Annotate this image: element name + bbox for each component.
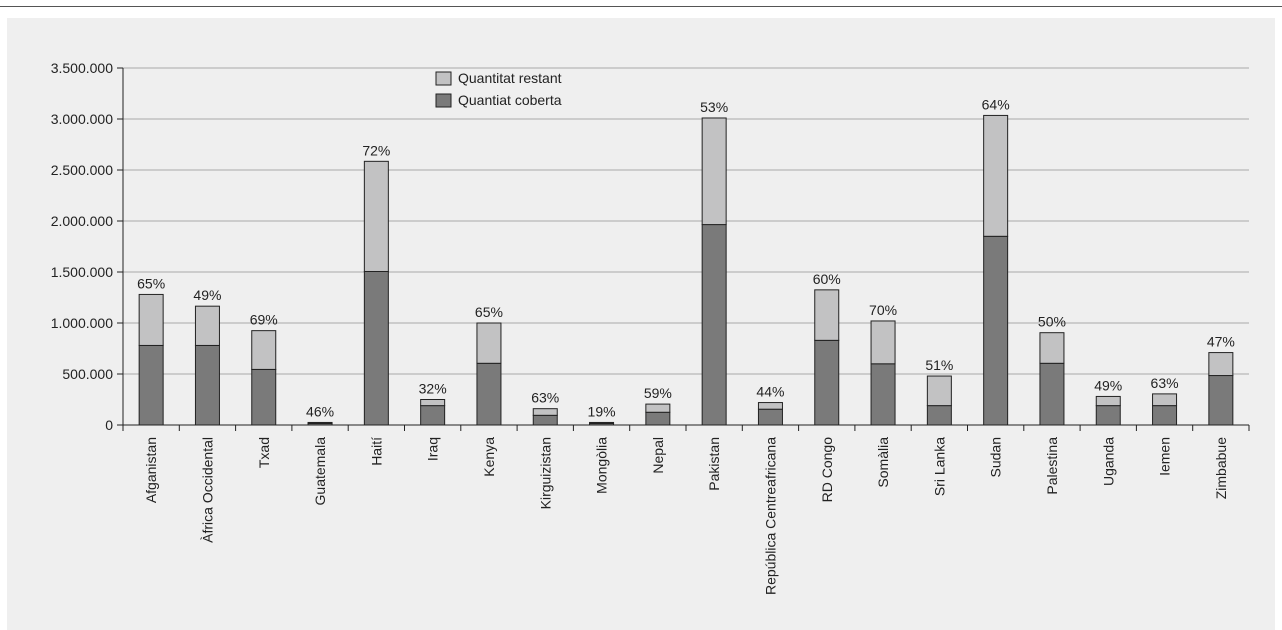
y-tick-label: 1.000.000 [51, 315, 113, 331]
bar-remaining [1152, 393, 1178, 407]
x-tick-label: Sri Lanka [931, 437, 947, 496]
stacked-bar-chart: 0 500.000 1.000.000 1.500.000 2.000.000 2.500… [51, 60, 1250, 595]
gridlines [123, 67, 1249, 375]
legend-label-covered: Quantiat coberta [458, 92, 562, 108]
bar-covered [532, 414, 558, 426]
y-axis: 0 500.000 1.000.000 1.500.000 2.000.000 2.500… [51, 60, 124, 433]
x-tick-label: Pakistan [706, 437, 722, 491]
bars [138, 114, 1234, 426]
x-tick-label: Guatemala [312, 437, 328, 506]
bar-remaining [814, 289, 840, 341]
x-tick-label: República Centreafricana [762, 437, 778, 595]
x-tick-label: Iraq [425, 437, 441, 461]
bar-remaining [532, 408, 558, 416]
bar-percent-label: 49% [1094, 377, 1122, 393]
y-tick-label: 1.500.000 [51, 264, 113, 280]
x-tick-label: RD Congo [819, 437, 835, 503]
data-labels: 65% 49% 69% 46% 72% 32% 65% 63% 19% 59% 53% 44% 60% 7… [137, 96, 1235, 419]
bar-covered [420, 405, 446, 426]
bar-covered [870, 363, 896, 426]
bar-covered [251, 368, 277, 426]
bar-remaining [476, 322, 502, 364]
x-tick-label: Sudan [988, 437, 1004, 477]
bar-percent-label: 46% [306, 403, 334, 419]
y-tick-label: 500.000 [62, 366, 113, 382]
bar-remaining [363, 160, 389, 272]
bar-percent-label: 64% [982, 96, 1010, 112]
bar-percent-label: 65% [137, 275, 165, 291]
bar-covered [363, 270, 389, 426]
bar-covered [926, 405, 952, 426]
bar-remaining [251, 330, 277, 370]
y-tick-label: 3.000.000 [51, 111, 113, 127]
top-rule [0, 6, 1282, 7]
bar-remaining [307, 421, 333, 424]
x-tick-label: Iemen [1157, 437, 1173, 476]
chart-panel: 0 500.000 1.000.000 1.500.000 2.000.000 2.500… [7, 18, 1275, 630]
bar-covered [1152, 405, 1178, 426]
y-tick-label: 2.000.000 [51, 213, 113, 229]
bar-remaining [1208, 352, 1234, 377]
bar-percent-label: 50% [1038, 314, 1066, 330]
bar-percent-label: 47% [1207, 334, 1235, 350]
bar-remaining [1095, 395, 1121, 407]
bar-percent-label: 49% [193, 287, 221, 303]
bar-percent-label: 65% [475, 304, 503, 320]
x-tick-label: Kenya [481, 437, 497, 477]
legend-swatch-covered [435, 93, 452, 108]
bar-covered [476, 362, 502, 426]
bar-remaining [1039, 332, 1065, 364]
x-tick-label: Afganistan [143, 437, 159, 503]
bar-percent-label: 59% [644, 385, 672, 401]
bar-remaining [589, 421, 615, 424]
x-tick-label: Kirguizistan [537, 437, 553, 509]
bar-percent-label: 72% [362, 142, 390, 158]
bar-covered [814, 339, 840, 426]
bar-remaining [138, 293, 164, 346]
x-tick-label: Mongòlia [594, 437, 610, 494]
legend-label-remaining: Quantitat restant [458, 70, 562, 86]
bar-covered [138, 344, 164, 426]
bar-percent-label: 63% [1151, 375, 1179, 391]
bar-covered [1208, 375, 1234, 426]
bar-percent-label: 53% [700, 99, 728, 115]
bar-percent-label: 32% [419, 381, 447, 397]
bar-remaining [926, 375, 952, 407]
legend: Quantitat restant Quantiat coberta [435, 70, 562, 108]
bar-covered [701, 224, 727, 426]
legend-swatch-remaining [435, 71, 452, 86]
x-axis: Afganistan Àfrica Occidental Txad Guatemala… [122, 424, 1250, 595]
x-tick-label: Txad [256, 437, 272, 468]
bar-percent-label: 19% [588, 403, 616, 419]
y-tick-label: 0 [105, 417, 113, 433]
bar-covered [1095, 405, 1121, 426]
x-tick-label: Nepal [650, 437, 666, 474]
x-tick-label: Somàlia [875, 437, 891, 488]
bar-remaining [194, 305, 220, 346]
bar-covered [1039, 362, 1065, 426]
bar-remaining [870, 320, 896, 365]
bar-remaining [645, 403, 671, 413]
bar-percent-label: 60% [813, 271, 841, 287]
bar-percent-label: 51% [925, 357, 953, 373]
y-tick-label: 2.500.000 [51, 162, 113, 178]
bar-covered [194, 344, 220, 426]
bar-covered [645, 411, 671, 426]
x-tick-label: Uganda [1100, 437, 1116, 486]
x-tick-label: Àfrica Occidental [199, 437, 215, 543]
bar-percent-label: 70% [869, 302, 897, 318]
y-tick-label: 3.500.000 [51, 60, 113, 76]
x-tick-label: Zimbabue [1213, 437, 1229, 499]
bar-percent-label: 44% [756, 384, 784, 400]
bar-percent-label: 69% [250, 312, 278, 328]
bar-remaining [983, 114, 1009, 237]
bar-remaining [701, 117, 727, 226]
bar-remaining [420, 399, 446, 407]
bar-covered [983, 235, 1009, 426]
bar-remaining [757, 402, 783, 410]
x-tick-label: Palestina [1044, 437, 1060, 495]
bar-percent-label: 63% [531, 390, 559, 406]
bar-covered [757, 408, 783, 426]
x-tick-label: Haití [368, 437, 384, 466]
